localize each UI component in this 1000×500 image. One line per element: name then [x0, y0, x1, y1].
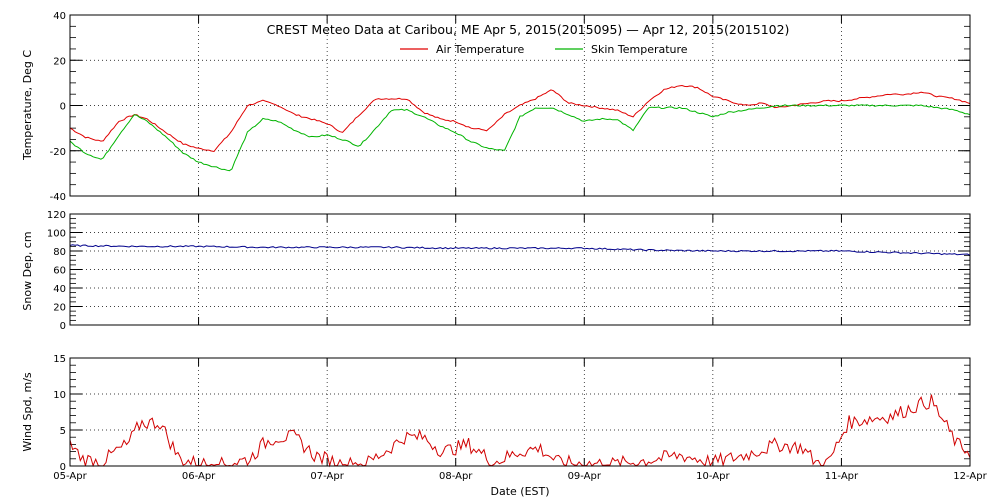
- panel-temperature: -40 -20 0 20 40: [50, 11, 971, 203]
- x-tick-label: 07-Apr: [310, 471, 344, 482]
- chart-title: CREST Meteo Data at Caribou, ME Apr 5, 2…: [267, 22, 790, 37]
- y-tick-label: 0: [60, 102, 66, 113]
- plot-frame: [69, 14, 971, 197]
- plot-frame: [69, 357, 971, 467]
- y-tick-label: 5: [60, 426, 66, 437]
- y-tick-label: 0: [60, 462, 66, 473]
- y-tick-label: -40: [50, 192, 66, 203]
- legend-air-label: Air Temperature: [436, 43, 525, 56]
- y-tick-label: -20: [50, 147, 66, 158]
- y-tick-label: 80: [53, 247, 66, 258]
- y-tick-label: 60: [53, 266, 66, 277]
- wind-axis-title: Wind Spd, m/s: [21, 372, 34, 452]
- y-tick-label: 10: [53, 390, 66, 401]
- snow-axis-title: Snow Dep, cm: [21, 231, 34, 310]
- y-tick-label: 20: [53, 56, 66, 67]
- temperature-axis-title: Temperature, Deg C: [21, 50, 34, 161]
- wind-series-line: [69, 394, 971, 468]
- snow-series-line: [69, 244, 971, 256]
- plot-frame: [69, 213, 971, 326]
- x-tick-label: 06-Apr: [182, 471, 216, 482]
- x-tick-label: 08-Apr: [439, 471, 473, 482]
- y-tick-label: 15: [53, 354, 66, 365]
- x-tick-label: 11-Apr: [825, 471, 859, 482]
- y-tick-label: 40: [53, 284, 66, 295]
- y-tick-label: 0: [60, 321, 66, 332]
- y-tick-label: 20: [53, 303, 66, 314]
- x-axis-title: Date (EST): [490, 485, 549, 498]
- chart-panels: -40 -20 0 20 40 0 20 40 60 80 100 120 0 5 10 15 05-Apr 06…: [47, 11, 988, 482]
- skin-temperature-series-line: [69, 104, 971, 172]
- y-tick-label: 100: [47, 229, 66, 240]
- legend-skin-label: Skin Temperature: [591, 43, 688, 56]
- x-tick-label: 10-Apr: [696, 471, 730, 482]
- air-temperature-series-line: [69, 84, 971, 153]
- y-tick-label: 120: [47, 210, 66, 221]
- x-tick-label: 12-Apr: [953, 471, 987, 482]
- x-tick-label: 09-Apr: [568, 471, 602, 482]
- x-tick-label: 05-Apr: [53, 471, 87, 482]
- y-tick-label: 40: [53, 11, 66, 22]
- panel-snow: 0 20 40 60 80 100 120: [47, 210, 971, 332]
- panel-wind: 0 5 10 15: [53, 354, 971, 473]
